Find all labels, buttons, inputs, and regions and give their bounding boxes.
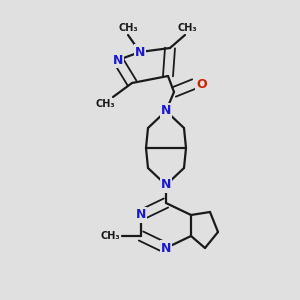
Text: N: N <box>161 178 171 191</box>
Text: CH₃: CH₃ <box>118 23 138 33</box>
Text: CH₃: CH₃ <box>100 231 120 241</box>
Text: N: N <box>135 46 145 59</box>
Text: CH₃: CH₃ <box>95 99 115 109</box>
Text: CH₃: CH₃ <box>177 23 197 33</box>
Text: N: N <box>161 104 171 118</box>
Text: O: O <box>197 77 207 91</box>
Text: N: N <box>161 242 171 254</box>
Text: N: N <box>113 53 123 67</box>
Text: N: N <box>136 208 146 221</box>
